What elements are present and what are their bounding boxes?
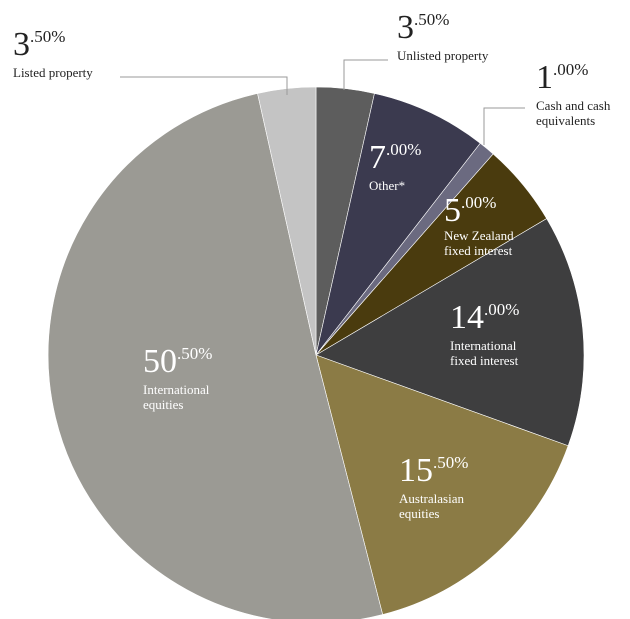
leader-lines [120, 59, 525, 145]
value-label-other: 7.00% [369, 139, 421, 176]
category-label-other: Other* [369, 178, 405, 193]
pie-slice-other [315, 93, 481, 356]
category-label-intl-equities: equities [143, 397, 183, 412]
value-label-nz-fixed-interest: 5.00% [444, 192, 496, 229]
leader-line-cash [483, 107, 525, 145]
pie-slices [47, 86, 585, 619]
value-label-unlisted-property: 3.50% [397, 9, 449, 46]
slice-labels: 3.50% Unlisted property 7.00% Other* 1.00% Ca… [13, 9, 611, 521]
category-label-intl-equities: International [143, 382, 210, 397]
category-label-nz-fixed-interest: New Zealand [444, 228, 514, 243]
pie-slice-intl-fixed-interest [315, 218, 585, 447]
leader-line-unlisted-property [343, 59, 388, 90]
category-label-cash: equivalents [536, 113, 595, 128]
category-label-cash: Cash and cash [536, 98, 611, 113]
category-label-listed-property: Listed property [13, 65, 93, 80]
category-label-intl-fixed-interest: fixed interest [450, 353, 519, 368]
leader-line-listed-property [120, 76, 288, 95]
pie-slice-australasian-equities [315, 354, 569, 615]
category-label-intl-fixed-interest: International [450, 338, 517, 353]
category-label-australasian-equities: Australasian [399, 491, 464, 506]
value-label-cash: 1.00% [536, 59, 588, 96]
value-label-intl-fixed-interest: 14.00% [450, 299, 519, 336]
pie-slice-intl-equities [47, 93, 384, 619]
category-label-unlisted-property: Unlisted property [397, 48, 489, 63]
category-label-australasian-equities: equities [399, 506, 439, 521]
value-label-listed-property: 3.50% [13, 26, 65, 63]
value-label-intl-equities: 50.50% [143, 343, 212, 380]
category-label-nz-fixed-interest: fixed interest [444, 243, 513, 258]
value-label-australasian-equities: 15.50% [399, 452, 468, 489]
